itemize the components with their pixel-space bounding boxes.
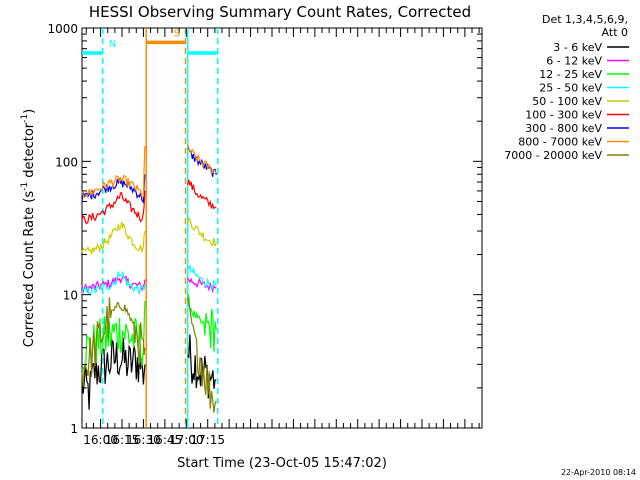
series-100-300-kev [81, 179, 217, 225]
chart-title: HESSI Observing Summary Count Rates, Cor… [89, 3, 471, 21]
series-line [187, 293, 217, 352]
series-line [187, 144, 217, 175]
series-line [81, 274, 146, 295]
series-line [187, 147, 217, 177]
x-axis-label: Start Time (23-Oct-05 15:47:02) [177, 456, 387, 471]
series-25-50-kev [81, 264, 217, 296]
series-line [81, 297, 146, 387]
series-line [81, 146, 146, 198]
y-axis-label: Corrected Count Rate (s-1 detector-1) [20, 109, 37, 347]
legend-entry-label: 3 - 6 keV [553, 41, 602, 54]
legend-header-line1: Det 1,3,4,5,6,9, [542, 13, 628, 26]
x-tick-label: 16:15 [105, 433, 140, 447]
legend-entry-label: 100 - 300 keV [525, 109, 602, 122]
plot-area: N S 1 10 100 1000 16:0016:1516:3016:4517:0017… [47, 22, 483, 447]
series-line [187, 216, 217, 247]
plot-frame [81, 27, 483, 429]
series-line [187, 296, 217, 413]
legend-entry-label: 6 - 12 keV [546, 55, 602, 68]
series-50-100-kev [81, 216, 217, 255]
series-7000-20000-kev [81, 296, 217, 413]
series-300-800-kev [81, 147, 217, 205]
series-line [187, 264, 217, 290]
series-line [81, 270, 146, 296]
series-line [81, 221, 146, 255]
footer-date: 22-Apr-2010 08:14 [561, 468, 636, 477]
series-line [81, 190, 146, 225]
series-line [81, 174, 146, 205]
series-line [81, 337, 146, 410]
x-tick-label: 17:15 [190, 433, 225, 447]
x-tick-label: 17:00 [169, 433, 204, 447]
y-tick-label: 1 [70, 422, 78, 436]
y-axis-label-mid: detector [22, 122, 37, 182]
x-tick-label: 16:00 [83, 433, 118, 447]
x-tick-label: 16:30 [126, 433, 161, 447]
series-3-6-kev [81, 334, 217, 410]
y-tick-label: 10 [63, 289, 78, 303]
series-line [187, 334, 217, 399]
y-axis-label-sup1: -1 [20, 182, 30, 191]
legend-entry-label: 12 - 25 keV [539, 68, 602, 81]
attenuator-bar-label: N [109, 39, 116, 50]
legend-entry-label: 300 - 800 keV [525, 122, 602, 135]
legend-entry-label: 7000 - 20000 keV [504, 149, 602, 162]
x-tick-label: 16:45 [148, 433, 183, 447]
legend-entry-label: 25 - 50 keV [539, 82, 602, 95]
y-tick-label: 100 [55, 155, 78, 169]
legend-entry-label: 50 - 100 keV [532, 95, 602, 108]
attenuator-bar-label: S [174, 28, 180, 39]
y-axis-label-main: Corrected Count Rate (s [22, 191, 37, 348]
legend-entry-label: 800 - 7000 keV [518, 136, 602, 149]
series-line [187, 179, 217, 210]
y-axis-label-sup2: -1 [20, 114, 30, 123]
series-800-7000-kev [81, 144, 217, 198]
y-axis-label-end: ) [22, 109, 37, 114]
y-tick-label: 1000 [47, 22, 78, 36]
legend-header-line2: Att 0 [602, 26, 628, 39]
